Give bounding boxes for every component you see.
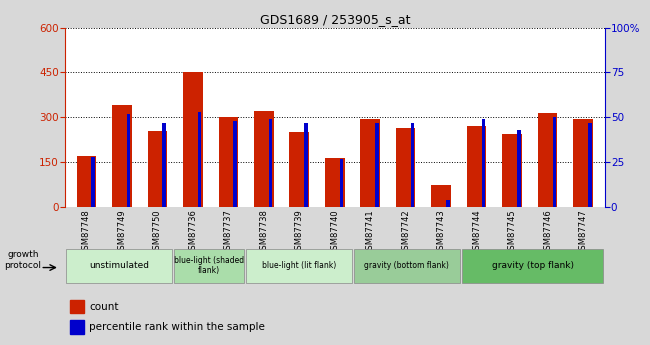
Bar — [174, 248, 244, 283]
Text: count: count — [89, 302, 119, 312]
Bar — [552, 117, 556, 207]
Bar — [517, 130, 521, 207]
Bar — [573, 119, 593, 207]
Text: blue-light (shaded
flank): blue-light (shaded flank) — [174, 256, 244, 275]
Bar — [432, 185, 451, 207]
Bar — [462, 248, 603, 283]
Bar — [127, 114, 131, 207]
Bar — [70, 300, 84, 313]
Text: GSM87738: GSM87738 — [259, 209, 268, 255]
Text: GSM87746: GSM87746 — [543, 209, 552, 255]
Bar — [361, 119, 380, 207]
Text: GSM87739: GSM87739 — [294, 209, 304, 255]
Bar — [304, 123, 308, 207]
Bar — [482, 119, 486, 207]
Bar — [183, 72, 203, 207]
Bar — [396, 128, 415, 207]
Bar — [354, 248, 460, 283]
Text: GSM87747: GSM87747 — [578, 209, 588, 255]
Bar — [411, 123, 414, 207]
Bar — [289, 132, 309, 207]
Text: GSM87741: GSM87741 — [366, 209, 375, 255]
Bar — [467, 126, 486, 207]
Bar — [502, 134, 522, 207]
Bar — [162, 123, 166, 207]
Bar — [66, 248, 172, 283]
Bar — [246, 248, 352, 283]
Bar — [112, 105, 131, 207]
Bar — [269, 119, 272, 207]
Bar — [447, 200, 450, 207]
Text: percentile rank within the sample: percentile rank within the sample — [89, 322, 265, 332]
Text: GSM87744: GSM87744 — [472, 209, 481, 255]
Bar — [92, 157, 95, 207]
Text: GSM87743: GSM87743 — [437, 209, 446, 255]
Text: GSM87740: GSM87740 — [330, 209, 339, 255]
Bar — [588, 123, 592, 207]
Text: gravity (bottom flank): gravity (bottom flank) — [364, 261, 449, 270]
Text: GSM87750: GSM87750 — [153, 209, 162, 255]
Bar — [218, 117, 238, 207]
Bar — [254, 111, 274, 207]
Bar — [233, 121, 237, 207]
Text: unstimulated: unstimulated — [89, 261, 149, 270]
Bar — [325, 158, 344, 207]
Text: GSM87749: GSM87749 — [117, 209, 126, 255]
Bar — [538, 113, 558, 207]
Bar — [70, 320, 84, 334]
Bar — [148, 131, 167, 207]
Text: GSM87736: GSM87736 — [188, 209, 198, 255]
Bar — [375, 123, 379, 207]
Title: GDS1689 / 253905_s_at: GDS1689 / 253905_s_at — [259, 13, 410, 27]
Bar — [340, 159, 343, 207]
Text: blue-light (lit flank): blue-light (lit flank) — [262, 261, 336, 270]
Text: GSM87745: GSM87745 — [508, 209, 517, 255]
Text: GSM87742: GSM87742 — [401, 209, 410, 255]
Text: gravity (top flank): gravity (top flank) — [491, 261, 573, 270]
Bar — [77, 156, 96, 207]
Text: growth protocol: growth protocol — [5, 250, 41, 270]
Bar — [198, 112, 202, 207]
Text: GSM87737: GSM87737 — [224, 209, 233, 255]
Text: GSM87748: GSM87748 — [82, 209, 91, 255]
